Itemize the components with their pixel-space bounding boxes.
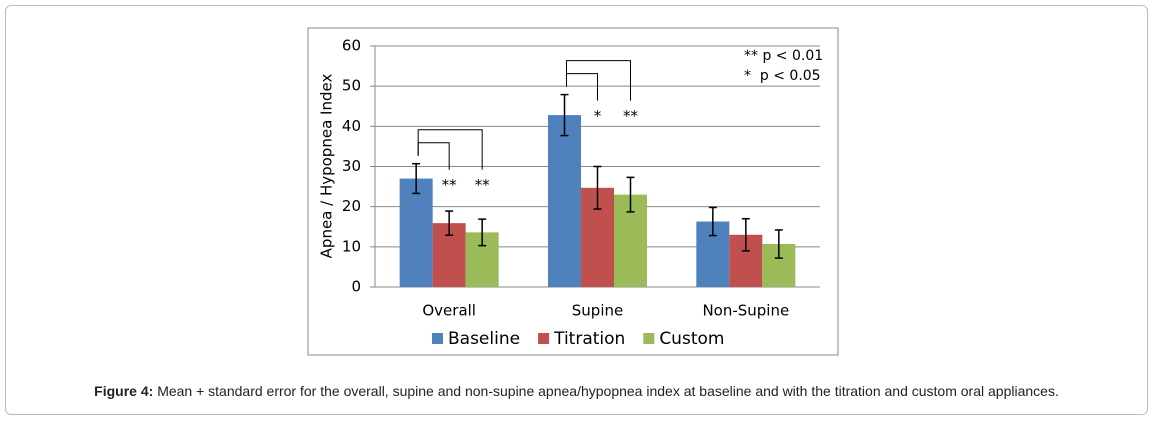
y-axis-label: Apnea / Hypopnea Index <box>318 74 336 259</box>
y-tick-label: 60 <box>342 37 361 55</box>
legend-label: Titration <box>553 329 625 349</box>
legend-label: Custom <box>659 329 724 349</box>
chart-box <box>307 27 839 356</box>
significance-marker: ** <box>475 176 491 194</box>
significance-bracket <box>417 129 483 170</box>
significance-marker: ** <box>623 107 639 125</box>
y-tick-label: 30 <box>342 157 361 175</box>
bar <box>399 178 433 287</box>
y-tick-label: 10 <box>342 237 361 255</box>
caption-text: Mean + standard error for the overall, s… <box>157 383 1059 399</box>
x-tick-label: Overall <box>422 302 476 320</box>
x-tick-label: Non-Supine <box>702 302 789 320</box>
y-tick-label: 0 <box>351 278 361 296</box>
note: ** p < 0.01 <box>744 48 823 64</box>
significance-marker: * <box>594 107 602 125</box>
legend-swatch <box>432 333 443 344</box>
bar <box>548 115 581 287</box>
significance-bracket <box>566 60 631 101</box>
figure-frame <box>5 5 1148 415</box>
legend-swatch <box>643 333 655 344</box>
significance-marker: ** <box>442 176 458 194</box>
y-tick-label: 20 <box>342 197 361 215</box>
y-tick-label: 50 <box>342 77 361 95</box>
note: * p < 0.05 <box>744 68 821 84</box>
legend-label: Baseline <box>448 329 520 349</box>
chart: Apnea / Hypopnea Index 0 10 20 30 40 50 60 Over… <box>307 27 839 356</box>
x-tick-label: Supine <box>572 302 623 320</box>
legend-swatch <box>538 333 550 344</box>
caption-label: Figure 4: <box>94 383 154 399</box>
caption: Figure 4: Mean + standard error for the … <box>0 383 1153 399</box>
y-tick-label: 40 <box>342 117 361 135</box>
